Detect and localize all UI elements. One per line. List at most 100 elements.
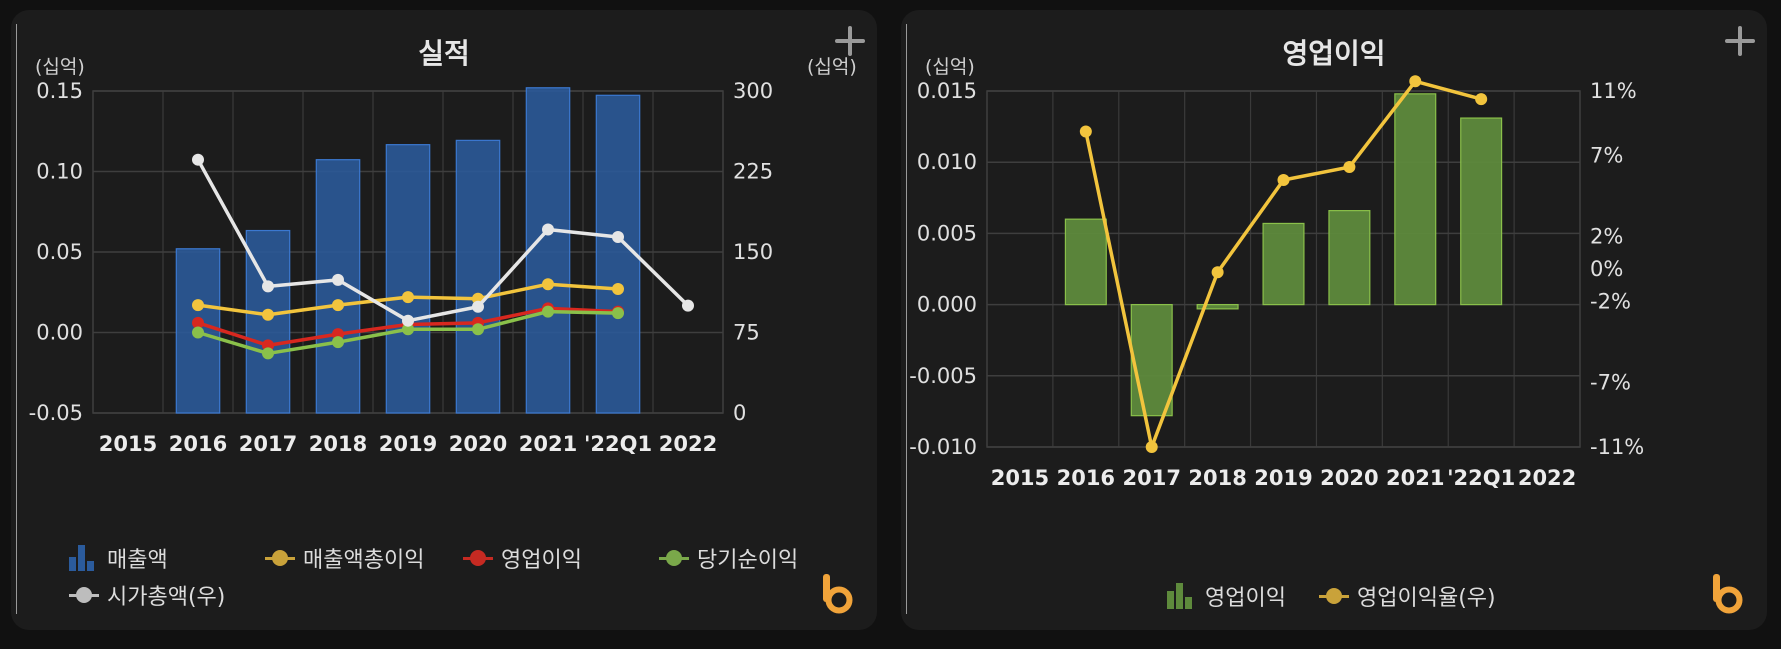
y-tick-label-left: -0.005	[909, 364, 977, 388]
y-tick-label-left: 0.010	[917, 150, 977, 174]
bar	[1064, 218, 1107, 306]
bar-chart-icon	[1167, 583, 1197, 609]
x-tick-label: 2020	[1320, 466, 1378, 490]
data-point	[1145, 441, 1158, 453]
data-point	[472, 323, 484, 336]
data-point	[402, 291, 414, 304]
bar	[1262, 222, 1305, 306]
plus-icon[interactable]	[1723, 24, 1757, 58]
data-point	[332, 336, 344, 349]
data-point	[192, 326, 204, 339]
legend-label: 영업이익	[501, 548, 582, 573]
line-marker-icon	[463, 545, 493, 571]
line-marker-icon	[1319, 583, 1349, 609]
x-tick-label: 2017	[239, 432, 297, 456]
operating-profit-chart: 0.015 0.010 0.005 0.000 -0.005 -0.010 11% 7% 2% 0…	[909, 75, 1644, 490]
x-tick-label: 2018	[1188, 466, 1246, 490]
data-point	[612, 307, 624, 320]
chart-title: 영업이익	[1282, 37, 1386, 70]
left-axis-unit: (십억)	[925, 56, 975, 78]
x-tick-label: 2019	[1254, 466, 1312, 490]
legend-label: 매출액총이익	[303, 548, 425, 573]
data-point	[612, 283, 624, 296]
x-tick-label: '22Q1	[1447, 466, 1515, 490]
data-point	[192, 299, 204, 312]
data-point	[542, 305, 554, 318]
x-tick-label: 2016	[169, 432, 227, 456]
bar	[1394, 93, 1437, 306]
x-tick-label: 2021	[519, 432, 577, 456]
y-tick-label-left: 0.00	[36, 321, 83, 345]
y-tick-label-right: 11%	[1590, 79, 1637, 103]
x-tick-label: 2021	[1386, 466, 1444, 490]
y-tick-label-right: 0%	[1590, 257, 1623, 281]
y-tick-label-right: -7%	[1590, 370, 1631, 394]
y-tick-label-right: 0	[733, 401, 746, 425]
legend-item-market-cap[interactable]: 시가총액(우)	[69, 579, 225, 611]
data-point	[542, 278, 554, 291]
line-marker-icon	[265, 545, 295, 571]
data-point	[612, 230, 624, 243]
bar	[245, 229, 291, 414]
legend-label: 매출액	[107, 548, 168, 573]
x-tick-label: 2019	[379, 432, 437, 456]
legend-item-gross-profit[interactable]: 매출액총이익	[265, 542, 424, 574]
performance-chart-panel: 0.15 0.10 0.05 0.00 -0.05 300 225 150 75 0 2015 201…	[11, 10, 877, 630]
y-tick-label-right: 150	[733, 240, 773, 264]
data-point	[262, 308, 274, 321]
x-tick-label: 2020	[449, 432, 507, 456]
operating-profit-chart-panel: 0.015 0.010 0.005 0.000 -0.005 -0.010 11% 7% 2% 0…	[901, 10, 1767, 630]
performance-chart: 0.15 0.10 0.05 0.00 -0.05 300 225 150 75 0 2015 201…	[29, 79, 773, 456]
y-tick-label-right: -11%	[1590, 435, 1644, 459]
legend-item-operating-margin[interactable]: 영업이익율(우)	[1319, 580, 1496, 612]
x-tick-label: 2017	[1122, 466, 1180, 490]
y-tick-label-left: 0.005	[917, 221, 977, 245]
x-tick-label: 2016	[1057, 466, 1115, 490]
legend-item-net-income[interactable]: 당기순이익	[659, 542, 798, 574]
legend-label: 영업이익율(우)	[1357, 586, 1496, 611]
left-edge-rule	[906, 24, 907, 614]
data-point	[402, 323, 414, 336]
data-point	[262, 280, 274, 293]
data-point	[1475, 93, 1488, 106]
data-point	[262, 347, 274, 360]
y-tick-label-right: -2%	[1590, 289, 1631, 313]
legend-item-operating-profit[interactable]: 영업이익	[463, 542, 582, 574]
legend-item-operating-profit[interactable]: 영업이익	[1167, 580, 1286, 612]
bar	[1196, 304, 1239, 310]
data-point	[1409, 75, 1422, 88]
data-point	[1079, 125, 1092, 138]
bar-chart-icon	[69, 545, 99, 571]
plus-icon[interactable]	[833, 24, 867, 58]
data-point	[1211, 266, 1224, 279]
bar	[1460, 117, 1503, 306]
legend-label: 시가총액(우)	[107, 585, 226, 610]
bar	[595, 94, 641, 414]
line-marker-icon	[659, 545, 689, 571]
legend-item-sales[interactable]: 매출액	[69, 542, 168, 574]
data-point	[402, 314, 414, 327]
y-tick-label-right: 225	[733, 160, 773, 184]
data-point	[332, 273, 344, 286]
data-point	[1277, 174, 1290, 186]
data-point	[192, 316, 204, 329]
y-tick-label-left: -0.05	[29, 401, 83, 425]
x-tick-label: 2015	[99, 432, 157, 456]
legend-label: 영업이익	[1205, 586, 1286, 611]
brand-b-logo-icon[interactable]	[821, 574, 855, 614]
data-point	[542, 223, 554, 236]
y-tick-label-left: 0.05	[36, 240, 83, 264]
data-point	[472, 300, 484, 313]
bar	[455, 139, 501, 414]
bar	[1328, 210, 1371, 306]
data-point	[332, 299, 344, 312]
left-edge-rule	[16, 24, 17, 614]
legend-label: 당기순이익	[697, 548, 799, 573]
bar	[385, 144, 431, 414]
data-point	[682, 299, 694, 312]
brand-b-logo-icon[interactable]	[1711, 574, 1745, 614]
x-tick-label: 2022	[1518, 466, 1576, 490]
series-line	[196, 158, 690, 323]
data-point	[1343, 161, 1356, 174]
chart-title: 실적	[418, 37, 470, 70]
